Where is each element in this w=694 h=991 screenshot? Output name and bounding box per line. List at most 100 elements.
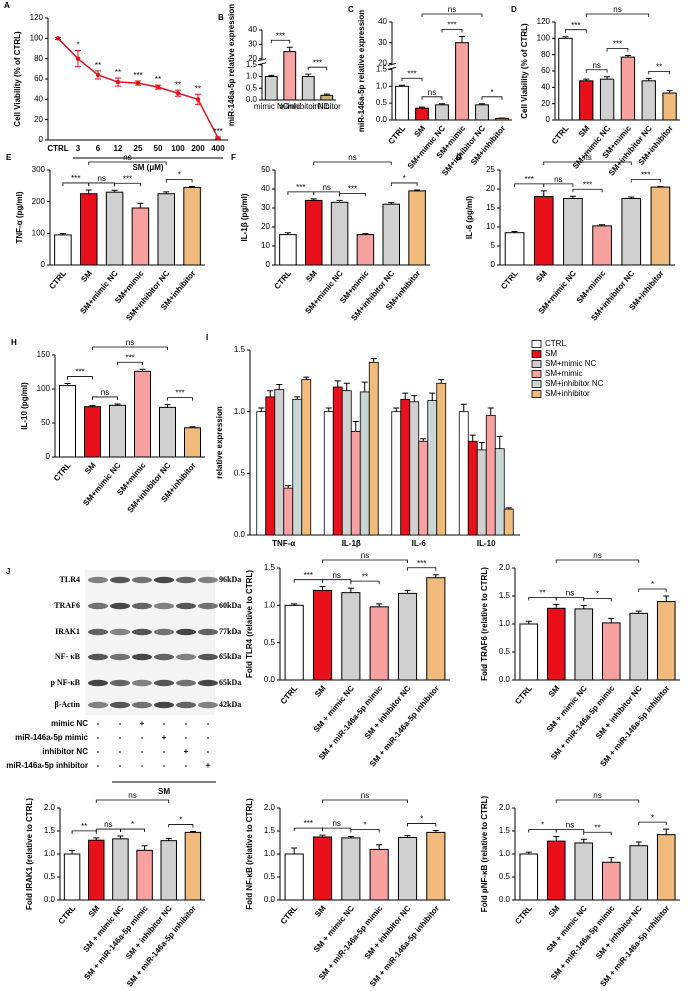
error-bar <box>276 384 283 390</box>
panel-letter: C <box>348 5 354 14</box>
error-bar <box>580 838 587 843</box>
bar <box>494 448 505 536</box>
bar <box>519 623 539 681</box>
significance-bracket <box>565 29 587 33</box>
bar <box>341 592 361 681</box>
y-axis-label: Fold NF-κB (relative to CTRL) <box>245 798 254 910</box>
bar <box>59 385 76 458</box>
y-tick-label: 0.5 <box>499 647 511 656</box>
y-tick-label: 0 <box>546 115 551 124</box>
y-tick-label: 30 <box>248 40 257 49</box>
bar <box>574 842 594 901</box>
x-tick-label: IL-10 <box>477 539 496 548</box>
significance-label: ns <box>332 571 340 580</box>
significance-label: ** <box>155 75 161 84</box>
x-tick-label: CTRL <box>47 269 68 291</box>
y-tick-label: 1.5 <box>234 345 246 354</box>
bar <box>368 361 379 536</box>
x-tick-label: IL-6 <box>412 539 427 548</box>
legend-label: SM+inhibitor NC <box>545 379 604 388</box>
bar <box>320 94 334 101</box>
error-bar <box>624 54 631 58</box>
y-tick-label: 20 <box>378 59 387 68</box>
x-tick-label: 25 <box>134 144 143 153</box>
significance-label: ** <box>195 84 201 93</box>
bar <box>341 837 361 901</box>
y-tick-label: 0.5 <box>264 872 276 881</box>
significance-bracket <box>555 597 585 601</box>
x-tick-label: SM <box>313 904 328 919</box>
error-bar <box>459 35 465 43</box>
blot-band <box>198 701 218 709</box>
error-bar <box>370 358 377 363</box>
blot-band <box>88 628 108 636</box>
significance-label: ns <box>126 338 134 347</box>
bar <box>662 92 677 121</box>
condition-sign: - <box>185 761 188 770</box>
x-tick-label: 12 <box>114 144 123 153</box>
axis-break <box>388 63 396 70</box>
bar <box>426 577 446 681</box>
y-tick-label: 40 <box>248 25 257 34</box>
size-label: 96kDa <box>219 575 241 584</box>
legend-label: SM <box>545 349 557 358</box>
bar <box>369 606 389 681</box>
significance-label: ns <box>322 183 330 192</box>
legend-swatch <box>531 360 542 368</box>
blot-band <box>110 679 130 687</box>
bar <box>546 607 566 681</box>
x-tick-label: CTRL <box>387 124 408 146</box>
y-axis-label: IL-6 (pg/ml) <box>465 196 474 239</box>
significance-label: ns <box>448 5 456 14</box>
error-bar <box>376 844 383 850</box>
bar <box>136 849 153 901</box>
bar <box>574 608 594 681</box>
significance-bracket <box>555 559 640 563</box>
panel-letter: B <box>218 13 224 22</box>
x-tick-label: SM <box>313 684 328 699</box>
significance-label: *** <box>296 183 305 192</box>
significance-label: ** <box>115 68 121 77</box>
y-tick-label: 20 <box>261 222 270 231</box>
y-tick-label: 60 <box>34 74 43 83</box>
error-bar <box>496 435 503 449</box>
error-bar <box>89 405 96 407</box>
error-bar <box>460 403 467 412</box>
error-bar <box>608 857 615 863</box>
bar <box>157 193 176 266</box>
y-tick-label: 40 <box>34 94 43 103</box>
protein-label: TLR4 <box>60 575 80 584</box>
bar <box>592 225 612 266</box>
significance-bracket <box>528 597 557 601</box>
significance-bracket <box>421 13 483 17</box>
bar <box>601 622 621 681</box>
x-tick-label: SM <box>577 124 592 139</box>
significance-bracket <box>270 39 291 44</box>
significance-label: *** <box>123 174 132 183</box>
error-bar <box>343 382 350 391</box>
axis-break-mark <box>387 62 397 66</box>
bar <box>495 117 509 121</box>
y-axis-label: Cell Viability (% of CTRL) <box>13 31 22 127</box>
error-bar <box>393 407 400 412</box>
bar <box>546 840 566 901</box>
blot-band <box>198 576 218 584</box>
y-tick-label: 200 <box>32 197 46 206</box>
blot-band <box>176 576 196 584</box>
error-bar <box>336 199 343 203</box>
bar <box>264 76 278 101</box>
error-bar <box>487 407 494 416</box>
error-bar <box>411 395 418 402</box>
y-tick-label: 1.5 <box>499 591 511 600</box>
error-bar <box>352 421 359 432</box>
significance-bracket <box>514 183 545 187</box>
blot-band <box>110 576 130 584</box>
significance-bracket <box>67 376 93 380</box>
blot-band <box>154 602 174 610</box>
significance-bracket <box>117 361 143 366</box>
y-tick-label: 40 <box>378 17 387 26</box>
bar <box>621 198 642 266</box>
x-tick-label: SM <box>547 904 562 919</box>
bar <box>332 386 343 536</box>
